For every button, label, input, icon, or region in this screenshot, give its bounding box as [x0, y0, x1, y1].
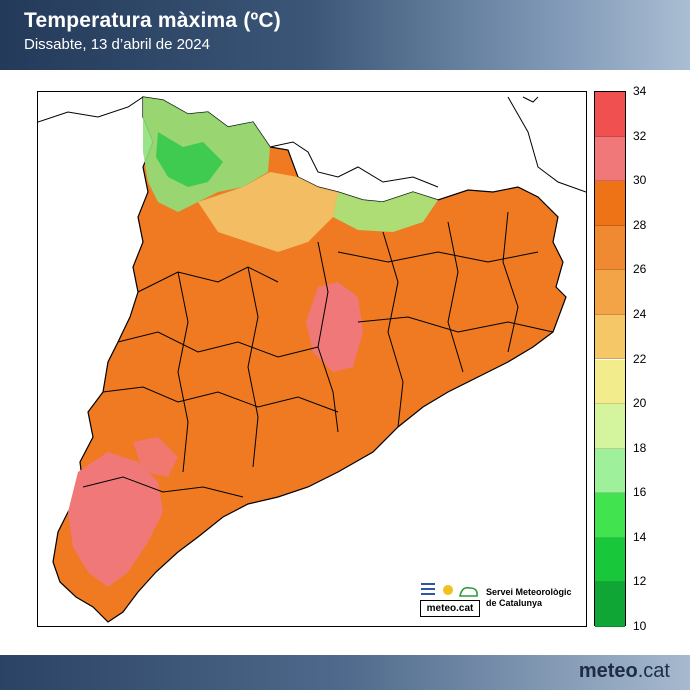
- footer-brand[interactable]: meteo.cat: [579, 660, 670, 683]
- legend-tick-label: 24: [633, 306, 647, 321]
- legend-tick-label: 18: [633, 440, 647, 455]
- legend-tick-label: 26: [633, 262, 647, 277]
- footer-brand-bold: meteo: [578, 660, 638, 682]
- legend-swatch: [595, 136, 625, 182]
- legend-swatch: [595, 582, 625, 627]
- legend-tick-label: 22: [633, 351, 647, 366]
- legend-tick-label: 10: [633, 619, 647, 633]
- page-title: Temperatura màxima (ºC): [24, 9, 281, 32]
- footer-banner: meteo.cat: [0, 655, 690, 690]
- logo-org-line1: Servei Meteorològic: [486, 587, 572, 597]
- header-banner: Temperatura màxima (ºC) Dissabte, 13 d’a…: [0, 0, 690, 70]
- footer-brand-rest: .cat: [637, 660, 670, 682]
- legend-tick-label: 34: [633, 84, 647, 98]
- legend-tick-label: 32: [633, 128, 647, 143]
- legend-tick-label: 14: [633, 529, 647, 544]
- legend-swatch: [595, 359, 625, 405]
- meteocat-logo: meteo.cat Servei Meteorològic de Catalun…: [418, 578, 584, 618]
- legend-swatch: [595, 448, 625, 494]
- temperature-map[interactable]: [37, 91, 587, 627]
- external-borders: [38, 96, 586, 193]
- legend-tick-label: 30: [633, 173, 647, 188]
- legend-swatch: [595, 225, 625, 271]
- logo-wordmark: meteo.cat: [420, 600, 480, 617]
- county-borders: [82, 211, 554, 498]
- legend-tick-label: 12: [633, 574, 647, 589]
- legend-tick-label: 16: [633, 485, 647, 500]
- legend-swatch: [595, 270, 625, 315]
- logo-organization: Servei Meteorològic de Catalunya: [486, 587, 586, 609]
- legend-colorbar: [594, 91, 626, 627]
- legend-swatch: [595, 404, 625, 449]
- legend-tick-label: 28: [633, 217, 647, 232]
- legend-tick-label: 20: [633, 396, 647, 411]
- catalonia-map: [38, 96, 586, 623]
- page-date: Dissabte, 13 d’abril de 2024: [24, 36, 210, 53]
- legend-swatch: [595, 537, 625, 583]
- catalonia-region: [52, 96, 567, 623]
- legend-swatch: [595, 493, 625, 538]
- legend-swatch: [595, 181, 625, 226]
- southwest-hot-zone: [68, 452, 163, 587]
- pyrenees-cold-peaks: [156, 132, 223, 187]
- central-hot-zone: [306, 282, 363, 372]
- legend-swatch: [595, 92, 625, 137]
- eastern-pyrenees-zone: [333, 192, 438, 232]
- ebro-hot-zone: [133, 437, 178, 477]
- logo-org-line2: de Catalunya: [486, 598, 543, 608]
- pre-pyrenees-zone: [198, 172, 338, 252]
- weather-icons: [421, 583, 478, 597]
- legend-swatch: [595, 314, 625, 360]
